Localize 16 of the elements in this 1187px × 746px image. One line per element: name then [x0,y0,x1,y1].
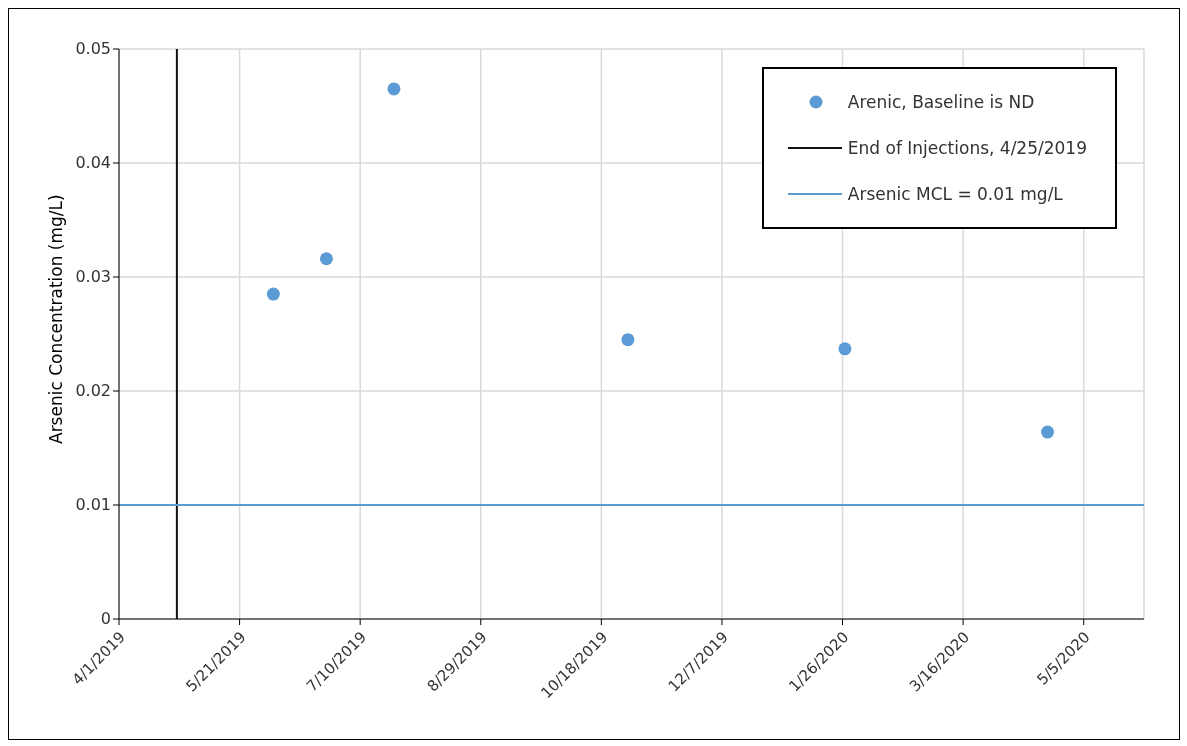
legend-label: Arsenic MCL = 0.01 mg/L [847,184,1063,204]
y-tick-label: 0.03 [75,267,111,286]
y-axis-title: Arsenic Concentration (mg/L) [46,194,67,444]
point [1041,425,1055,439]
y-tick-label: 0 [100,609,111,628]
y-tick-label: 0.05 [75,39,111,58]
point [621,333,635,347]
point [266,287,280,301]
point [319,252,333,266]
legend-label: Arenic, Baseline is ND [847,92,1035,112]
y-tick-label: 0.01 [75,495,111,514]
y-tick-label: 0.02 [75,381,111,400]
y-tick-label: 0.04 [75,153,111,172]
ref-line-label: End of Injections, 4/25/2019 [847,138,1087,158]
point [838,342,852,356]
point [387,82,401,96]
